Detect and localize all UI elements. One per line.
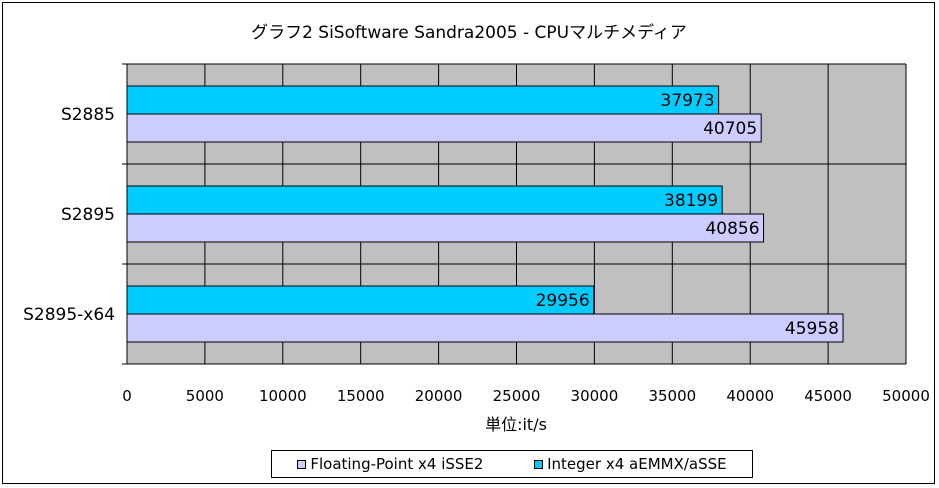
x-tick-label-10000: 10000 [259, 387, 307, 405]
bar-floating-point-2 [126, 313, 844, 343]
x-tick-label-20000: 20000 [415, 387, 463, 405]
legend: Floating-Point x4 iSSE2 Integer x4 aEMMX… [271, 450, 753, 478]
x-tick-label-30000: 30000 [571, 387, 619, 405]
legend-item-integer: Integer x4 aEMMX/aSSE [534, 455, 727, 473]
legend-label-integer: Integer x4 aEMMX/aSSE [547, 455, 727, 473]
bar-floating-point-1 [126, 213, 765, 243]
data-label-floating-point-2: 45958 [785, 319, 839, 339]
x-tick-label-15000: 15000 [337, 387, 385, 405]
x-tick-label-35000: 35000 [648, 387, 696, 405]
x-tick-label-45000: 45000 [804, 387, 852, 405]
plot-area: 37973 40705 S2885 38199 40856 S2895 29956 45958… [23, 63, 930, 405]
bar-integer-2 [126, 285, 595, 315]
legend-swatch-floating-point [297, 459, 307, 469]
data-label-floating-point-0: 40705 [703, 119, 757, 139]
x-tick-label-25000: 25000 [493, 387, 541, 405]
x-axis-title: 単位:it/s [485, 415, 547, 434]
bar-floating-point-0 [126, 113, 762, 143]
data-label-floating-point-1: 40856 [705, 219, 759, 239]
bar-integer-0 [126, 85, 720, 115]
x-tick-label-40000: 40000 [726, 387, 774, 405]
category-label-2: S2895-x64 [23, 305, 115, 325]
x-tick-label-50000: 50000 [882, 387, 930, 405]
legend-item-floating-point: Floating-Point x4 iSSE2 [297, 455, 483, 473]
data-label-integer-2: 29956 [536, 291, 590, 311]
x-tick-label-0: 0 [122, 387, 132, 405]
data-label-integer-1: 38199 [664, 191, 718, 211]
category-label-1: S2895 [61, 205, 115, 225]
bar-integer-1 [126, 185, 723, 215]
data-label-integer-0: 37973 [661, 91, 715, 111]
legend-swatch-integer [534, 459, 544, 469]
chart-title: グラフ2 SiSoftware Sandra2005 - CPUマルチメディア [251, 22, 687, 43]
legend-label-floating-point: Floating-Point x4 iSSE2 [310, 455, 484, 473]
category-label-0: S2885 [61, 105, 115, 125]
x-tick-label-5000: 5000 [186, 387, 224, 405]
